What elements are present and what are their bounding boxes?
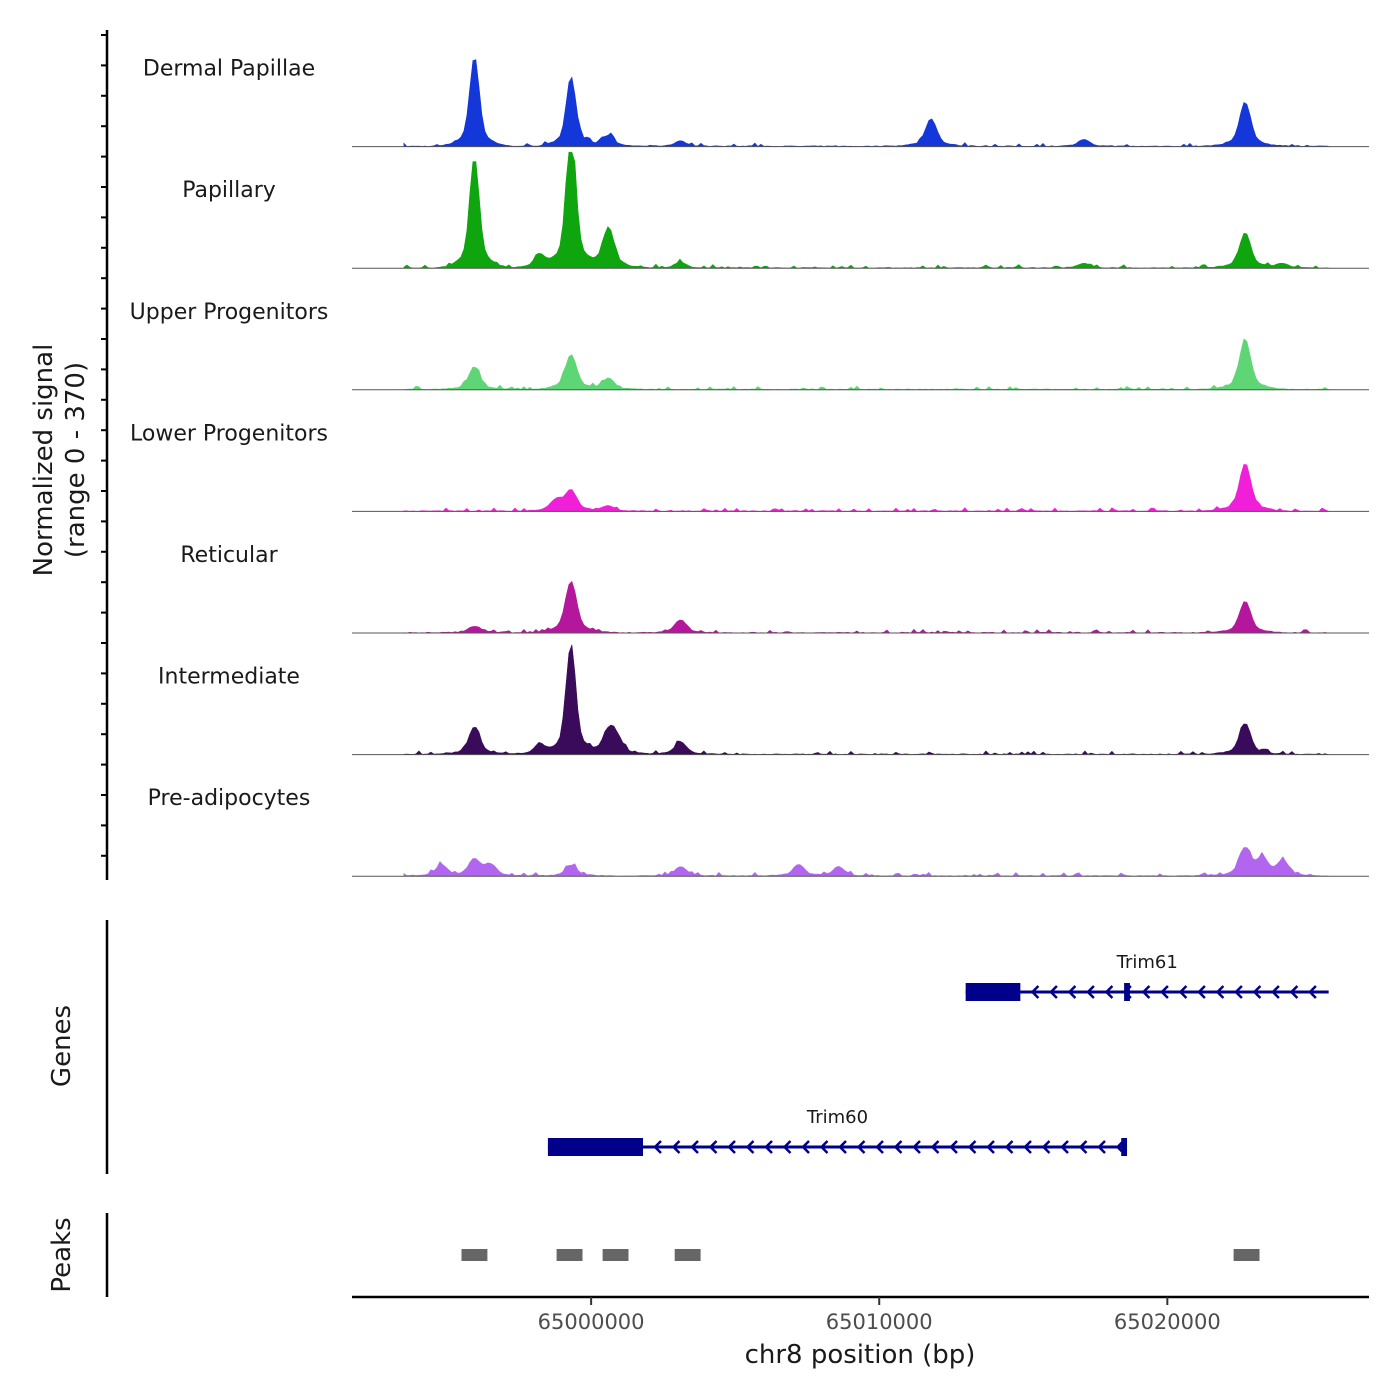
strand-chevron bbox=[1030, 985, 1040, 999]
peak-region bbox=[674, 1249, 701, 1261]
track-label: Dermal Papillae bbox=[143, 57, 315, 82]
strand-chevron bbox=[1086, 985, 1095, 999]
coverage-ylabel-line2: (range 0 - 370) bbox=[61, 362, 91, 558]
strand-chevron bbox=[1252, 985, 1262, 999]
peaks-label: Peaks bbox=[47, 1217, 77, 1292]
strand-chevron bbox=[949, 1140, 958, 1154]
gene-exon bbox=[965, 983, 1021, 1001]
strand-chevron bbox=[1067, 985, 1077, 999]
strand-chevron bbox=[1060, 1140, 1069, 1154]
strand-chevron bbox=[1289, 985, 1299, 999]
strand-chevron bbox=[801, 1140, 810, 1154]
strand-chevron bbox=[1308, 985, 1317, 999]
coverage-tracks: Dermal Papillae Papillary Upper Progenitor… bbox=[130, 57, 1369, 877]
coverage-area bbox=[403, 644, 1329, 755]
track-reticular: Reticular bbox=[180, 543, 1369, 634]
strand-chevron bbox=[671, 1140, 681, 1154]
strand-chevron bbox=[893, 1140, 903, 1154]
gene-trim61: Trim61 bbox=[965, 952, 1329, 1001]
track-pre-adipocytes: Pre-adipocytes bbox=[148, 786, 1369, 877]
track-lower-progenitors: Lower Progenitors bbox=[130, 421, 1369, 512]
coverage-area bbox=[403, 847, 1329, 877]
track-label: Pre-adipocytes bbox=[148, 786, 311, 811]
strand-chevron bbox=[745, 1140, 755, 1154]
peak-region bbox=[461, 1249, 488, 1261]
peak-region bbox=[602, 1249, 629, 1261]
gene-exon bbox=[547, 1138, 644, 1156]
strand-chevron bbox=[1078, 1140, 1088, 1154]
strand-chevron bbox=[1049, 985, 1058, 999]
gene-exon bbox=[1124, 983, 1130, 1001]
coverage-y-axis bbox=[101, 30, 109, 880]
strand-chevron bbox=[708, 1140, 718, 1154]
strand-chevron bbox=[1178, 985, 1188, 999]
x-tick-label: 65000000 bbox=[538, 1310, 645, 1334]
genes-label: Genes bbox=[47, 1005, 77, 1087]
strand-chevron bbox=[819, 1140, 829, 1154]
strand-chevron bbox=[1115, 1140, 1125, 1154]
x-axis-ticks: 65000000 65010000 65020000 bbox=[538, 1297, 1221, 1334]
strand-chevron bbox=[782, 1140, 792, 1154]
peak-region bbox=[556, 1249, 583, 1261]
coverage-area bbox=[403, 464, 1329, 512]
strand-chevron bbox=[930, 1140, 940, 1154]
gene-track: Trim61 Trim60 bbox=[547, 952, 1329, 1156]
strand-chevron bbox=[912, 1140, 921, 1154]
strand-chevron bbox=[1097, 1140, 1106, 1154]
track-papillary: Papillary bbox=[182, 151, 1369, 269]
strand-chevron bbox=[653, 1140, 662, 1154]
track-intermediate: Intermediate bbox=[158, 644, 1369, 756]
x-axis-label: chr8 position (bp) bbox=[745, 1340, 976, 1370]
strand-chevron bbox=[986, 1140, 995, 1154]
strand-chevron bbox=[1041, 1140, 1051, 1154]
strand-chevron bbox=[1234, 985, 1243, 999]
x-tick-label: 65010000 bbox=[826, 1310, 933, 1334]
strand-chevron bbox=[764, 1140, 773, 1154]
strand-chevron bbox=[856, 1140, 866, 1154]
strand-chevron bbox=[875, 1140, 884, 1154]
strand-chevron bbox=[1271, 985, 1280, 999]
strand-chevron bbox=[690, 1140, 699, 1154]
gene-exon bbox=[1121, 1138, 1128, 1156]
track-dermal-papillae: Dermal Papillae bbox=[143, 57, 1369, 148]
x-tick-label: 65020000 bbox=[1114, 1310, 1221, 1334]
strand-chevron bbox=[1160, 985, 1169, 999]
strand-chevron bbox=[1141, 985, 1151, 999]
gene-name: Trim60 bbox=[806, 1107, 868, 1128]
peak-track bbox=[461, 1249, 1260, 1261]
track-label: Lower Progenitors bbox=[130, 421, 328, 446]
track-label: Upper Progenitors bbox=[130, 300, 329, 325]
strand-chevron bbox=[1215, 985, 1225, 999]
strand-chevron bbox=[1123, 985, 1132, 999]
strand-chevron bbox=[727, 1140, 736, 1154]
strand-chevron bbox=[1197, 985, 1206, 999]
coverage-area bbox=[403, 151, 1329, 269]
coverage-area bbox=[403, 338, 1330, 391]
gene-name: Trim61 bbox=[1116, 952, 1178, 973]
strand-chevron bbox=[1104, 985, 1114, 999]
gene-trim60: Trim60 bbox=[547, 1107, 1128, 1156]
strand-chevron bbox=[838, 1140, 847, 1154]
coverage-ylabel-line1: Normalized signal bbox=[29, 344, 59, 577]
track-upper-progenitors: Upper Progenitors bbox=[130, 300, 1369, 391]
coverage-area bbox=[403, 580, 1329, 634]
track-label: Intermediate bbox=[158, 665, 300, 690]
coverage-area bbox=[403, 59, 1330, 147]
strand-chevron bbox=[1023, 1140, 1032, 1154]
track-label: Reticular bbox=[180, 543, 278, 568]
track-label: Papillary bbox=[182, 178, 276, 203]
strand-chevron bbox=[967, 1140, 977, 1154]
peak-region bbox=[1233, 1249, 1260, 1261]
strand-chevron bbox=[1004, 1140, 1014, 1154]
